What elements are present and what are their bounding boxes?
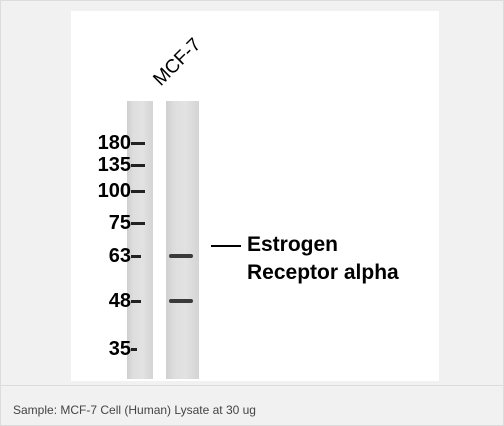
lane-label: MCF-7 [149,34,206,91]
ladder-tick-135 [131,164,145,167]
ladder-tick-63 [131,255,141,258]
western-blot-image: MCF-7 Estrogen Receptor alpha 180 135 100 7… [71,11,439,381]
ladder-lane [127,101,153,379]
marker-label-35: 35 [108,338,131,360]
marker-label-75: 75 [108,212,131,234]
sample-band-48 [169,299,193,303]
sample-lane [166,101,199,379]
sample-band-63 [169,254,193,258]
sample-caption: Sample: MCF-7 Cell (Human) Lysate at 30 … [13,403,256,417]
ladder-tick-180 [131,142,145,145]
marker-label-180: 180 [97,132,131,154]
ladder-tick-35 [131,348,137,351]
marker-label-100: 100 [97,180,131,202]
ladder-tick-75 [131,222,145,225]
marker-label-48: 48 [108,290,131,312]
marker-label-63: 63 [108,245,131,267]
target-pointer-line [211,245,241,247]
caption-divider [1,385,503,386]
ladder-tick-48 [131,300,141,303]
ladder-tick-100 [131,190,145,193]
marker-label-135: 135 [97,154,131,176]
target-label: Estrogen Receptor alpha [247,233,399,284]
